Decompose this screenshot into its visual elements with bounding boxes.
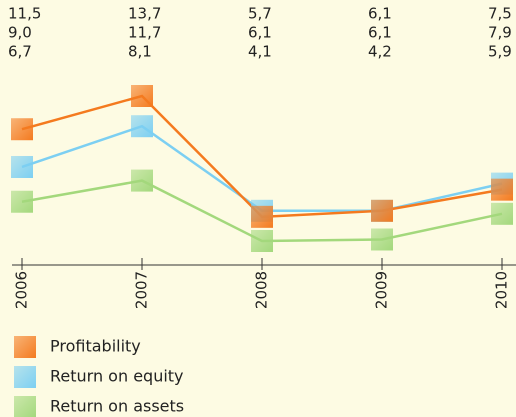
marker [131,169,153,192]
marker [371,199,393,222]
marker [11,155,33,178]
x-tick-label: 2009 [373,271,391,309]
legend-label: Return on equity [50,367,184,386]
legend-label: Return on assets [50,397,184,416]
value-label: 7,9 [488,24,512,42]
value-label: 6,1 [368,5,392,23]
value-label: 13,7 [128,5,161,23]
value-label: 8,1 [128,43,152,61]
marker [251,230,273,252]
legend-swatch [14,396,36,417]
legend-swatch [14,336,36,358]
value-label: 5,7 [248,5,272,23]
x-tick-label: 2008 [253,271,271,309]
x-tick-label: 2010 [493,271,511,309]
value-label: 4,1 [248,43,272,61]
value-label: 7,5 [488,5,512,23]
legend-label: Profitability [50,337,141,356]
value-label: 5,9 [488,43,512,61]
value-label: 6,1 [368,24,392,42]
value-label: 4,2 [368,43,392,61]
value-label: 11,7 [128,24,161,42]
marker [371,228,393,251]
value-label: 6,7 [8,43,32,61]
legend-swatch [14,366,36,388]
marker [11,118,33,141]
value-label: 6,1 [248,24,272,42]
marker [131,115,153,138]
x-tick-label: 2006 [13,271,31,309]
marker [251,205,273,228]
marker [491,202,513,225]
marker [11,190,33,213]
marker [131,85,153,107]
marker [491,178,513,201]
value-label: 11,5 [8,5,41,23]
x-tick-label: 2007 [133,271,151,309]
value-label: 9,0 [8,24,32,42]
